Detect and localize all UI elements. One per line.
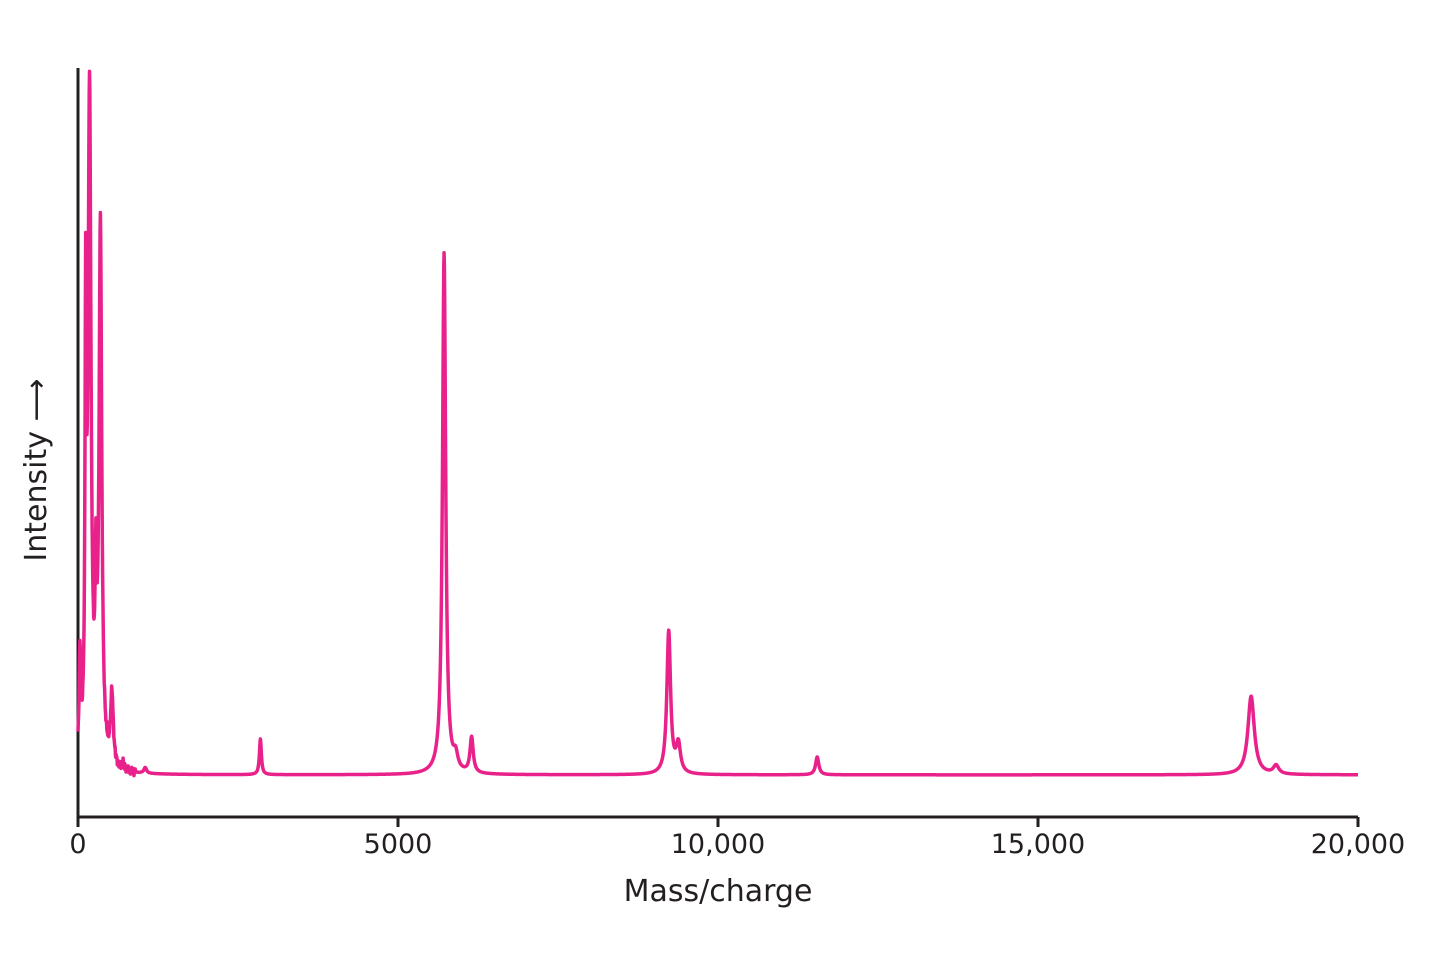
x-tick-label: 15,000 [991,829,1085,860]
y-axis-title: Intensity ⟶ [19,378,54,561]
x-tick-label: 5000 [364,829,433,860]
x-tick-label: 20,000 [1311,829,1405,860]
x-tick-label: 0 [69,829,86,860]
series-line-spectrum [76,69,1360,778]
x-axis-title: Mass/charge [624,874,813,909]
x-tick-label: 10,000 [671,829,765,860]
